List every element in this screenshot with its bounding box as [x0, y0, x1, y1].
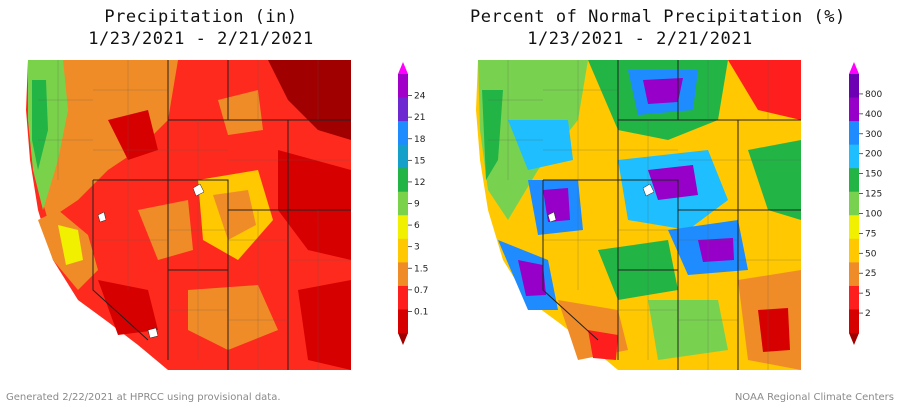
precip-legend-swatch	[398, 144, 408, 169]
precip-legend-swatch	[398, 74, 408, 99]
precip-legend-tick-label: 0.7	[414, 286, 428, 296]
pct-legend-tick-label: 300	[865, 130, 882, 140]
pct-legend-tick-label: 125	[865, 190, 882, 200]
pct-legend-swatch	[849, 191, 859, 216]
precip-legend-swatch	[398, 262, 408, 287]
pct-legend-swatch	[849, 97, 859, 122]
pct-legend-tick-label: 50	[865, 249, 877, 259]
pct-legend-tick-label: 800	[865, 90, 882, 100]
precip-legend-tick-label: 18	[414, 135, 426, 145]
left-map-title: Precipitation (in) 1/23/2021 - 2/21/2021	[36, 6, 366, 50]
pct-legend-swatch	[849, 121, 859, 146]
precip-legend-swatch	[398, 215, 408, 240]
right-title-line1: Percent of Normal Precipitation (%)	[470, 7, 846, 27]
generated-note: Generated 2/22/2021 at HPRCC using provi…	[6, 392, 281, 403]
precip-legend-tick-label: 9	[414, 200, 420, 210]
pct-legend-tick-label: 25	[865, 269, 876, 279]
pct-legend-tick-label: 200	[865, 150, 882, 160]
left-title-line2: 1/23/2021 - 2/21/2021	[88, 29, 314, 49]
pct-legend-swatch	[849, 285, 859, 310]
precip-legend-swatch	[398, 121, 408, 146]
right-title-line2: 1/23/2021 - 2/21/2021	[527, 29, 753, 49]
pct-legend-cap-bottom	[849, 333, 859, 345]
precip-legend-tick-label: 3	[414, 243, 420, 253]
precip-legend-swatch	[398, 238, 408, 263]
pct-legend-swatch	[849, 144, 859, 169]
precip-legend-cap-top	[398, 62, 408, 74]
precip-legend-swatch	[398, 168, 408, 193]
precip-legend-tick-label: 15	[414, 156, 425, 166]
precip-legend-swatch	[398, 309, 408, 334]
pct-legend-swatch	[849, 215, 859, 240]
pct-legend-tick-label: 75	[865, 229, 876, 239]
precipitation-map	[18, 60, 351, 370]
pct-legend-swatch	[849, 309, 859, 334]
pct-legend-tick-label: 400	[865, 110, 882, 120]
pct-legend-swatch	[849, 238, 859, 263]
left-title-line1: Precipitation (in)	[104, 7, 298, 27]
precip-legend-tick-label: 6	[414, 221, 420, 231]
precip-legend-swatch	[398, 285, 408, 310]
pct-legend-swatch	[849, 168, 859, 193]
precip-legend-swatch	[398, 97, 408, 122]
precip-legend-tick-label: 12	[414, 178, 425, 188]
precipitation-legend: 24 21 18 15 12 9 6 3 1.5 0.7 0.1	[392, 60, 452, 350]
pct-legend-tick-label: 150	[865, 170, 882, 180]
precip-legend-tick-label: 0.1	[414, 307, 428, 317]
pct-legend-tick-label: 2	[865, 309, 871, 319]
precip-legend-tick-label: 21	[414, 113, 425, 123]
percent-normal-map	[468, 60, 801, 370]
credit-note: NOAA Regional Climate Centers	[734, 392, 894, 403]
right-map-title: Percent of Normal Precipitation (%) 1/23…	[470, 6, 846, 50]
pct-legend-swatch	[849, 74, 859, 99]
precip-legend-swatch	[398, 191, 408, 216]
pct-legend-tick-label: 100	[865, 209, 882, 219]
precip-legend-tick-label: 24	[414, 92, 426, 102]
percent-normal-legend: 800 400 300 200 150 125 100 75 50 25 5 2	[843, 60, 900, 350]
pct-legend-swatch	[849, 262, 859, 287]
precip-legend-tick-label: 1.5	[414, 264, 428, 274]
pct-legend-tick-label: 5	[865, 289, 871, 299]
pct-legend-cap-top	[849, 62, 859, 74]
precip-legend-cap-bottom	[398, 333, 408, 345]
